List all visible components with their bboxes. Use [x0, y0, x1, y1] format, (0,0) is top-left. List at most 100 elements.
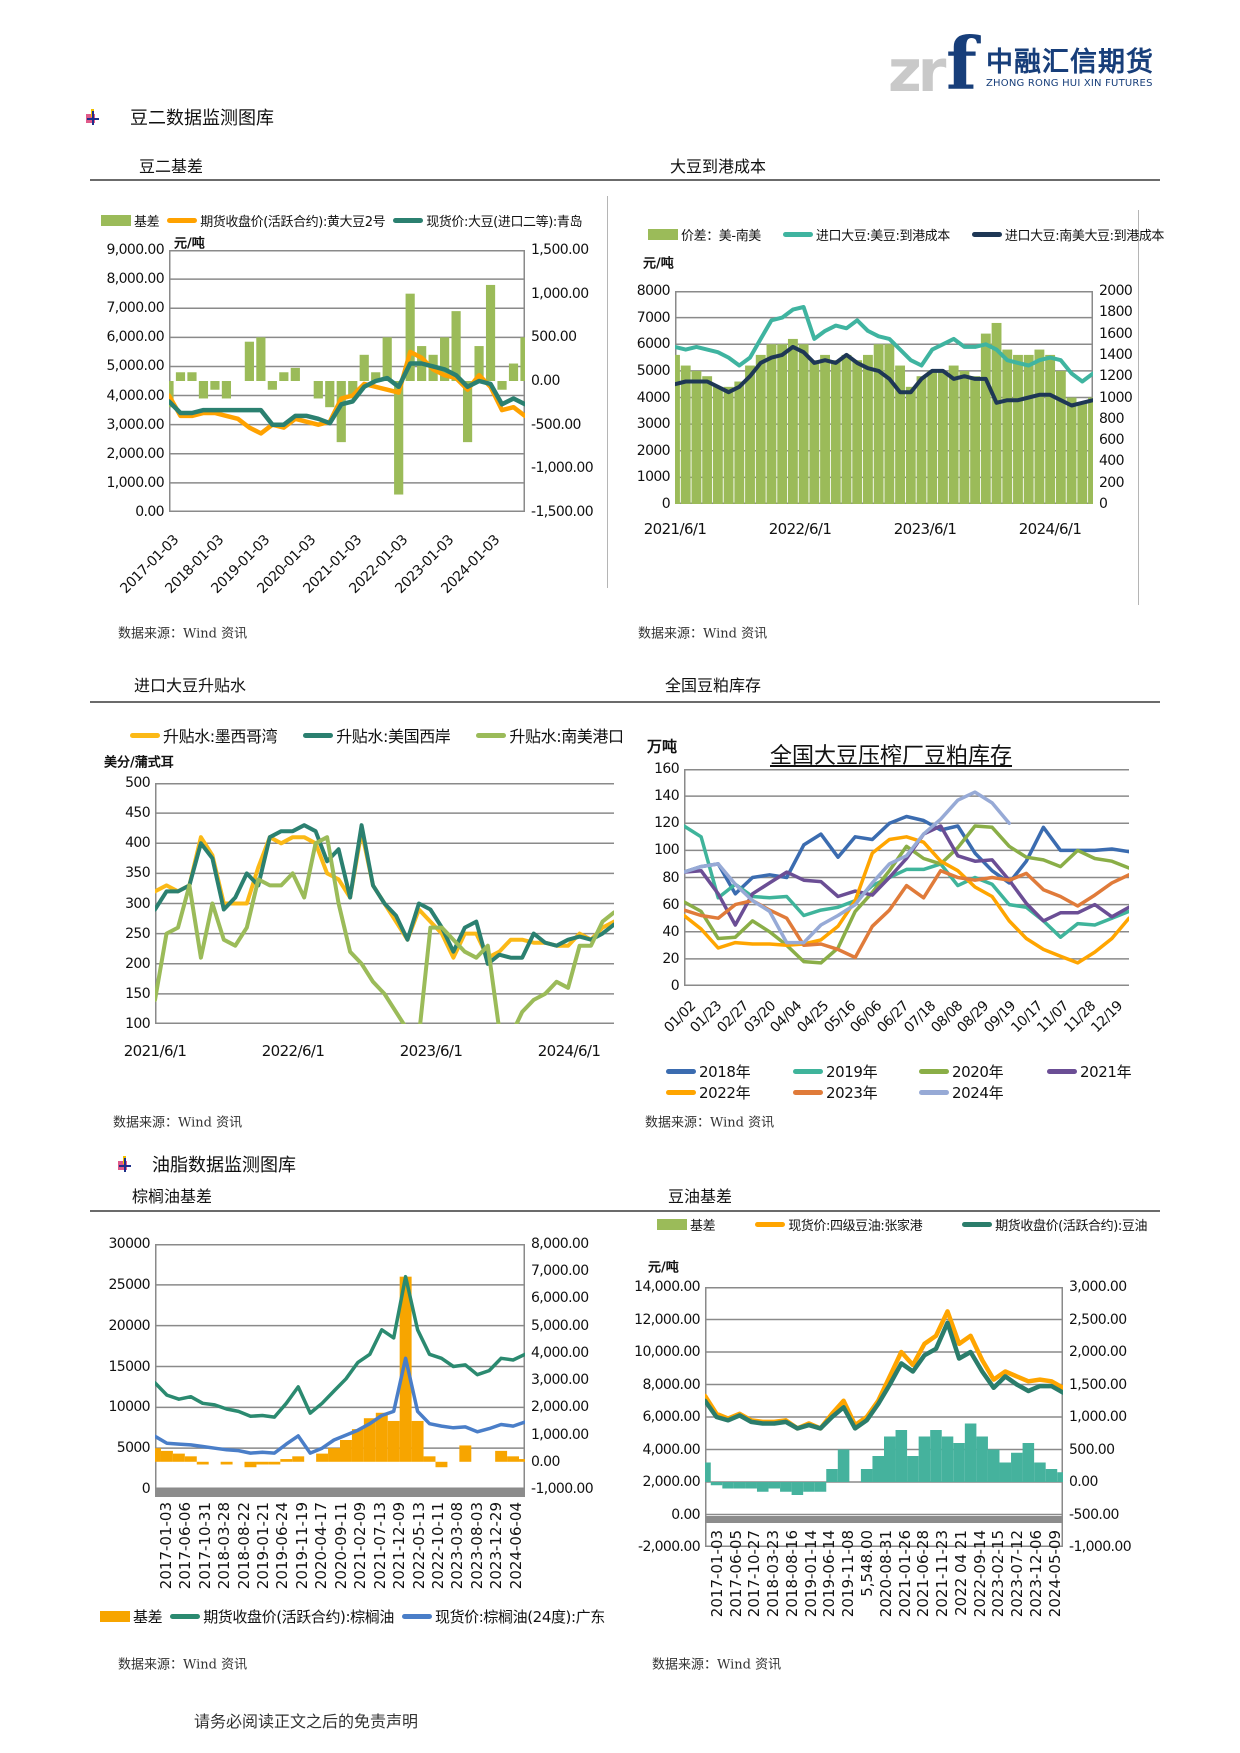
y-tick-label: 4000 [636, 389, 671, 406]
soybean2-basis-s0-bar [440, 337, 450, 381]
panel-title-soybean2-basis: 豆二基差 [139, 157, 204, 176]
legend-label: 进口大豆:美豆:到港成本 [815, 229, 950, 244]
category-axis-band [155, 1489, 525, 1497]
arrival-cost-s0-bar [1045, 354, 1056, 504]
x-tick-label: 2017-01-03 [708, 1530, 726, 1618]
y-tick-label-right: 0.00 [531, 373, 560, 389]
legend-label: 期货收盘价(活跃合约):棕榈油 [203, 1608, 394, 1626]
meal-inventory-s2-line [684, 824, 1129, 965]
y-tick-label-right: 200 [1099, 474, 1125, 491]
x-tick-label: 2023-07-12 [1008, 1530, 1027, 1618]
x-tick-label: 2021-01-26 [895, 1530, 914, 1618]
logo-english-name: ZHONG RONG HUI XIN FUTURES [986, 78, 1153, 89]
arrival-cost-s0-bar [1002, 349, 1013, 504]
panel-title-palm-basis: 棕榈油基差 [132, 1187, 213, 1206]
x-tick-label: 2021/6/1 [123, 1042, 187, 1060]
x-tick-label: 2022/6/1 [768, 520, 832, 538]
y-tick-label: 15000 [108, 1358, 150, 1375]
legend-label: 期货收盘价(活跃合约):黄大豆2号 [200, 215, 386, 230]
arrival-cost-s0-bar [787, 338, 798, 504]
y-tick-label: 9,000.00 [106, 242, 164, 258]
legend-label: 2024年 [952, 1084, 1004, 1102]
y-tick-label: 140 [654, 788, 680, 805]
y-tick-label: 0 [670, 978, 680, 994]
meal-inventory-s4-line [684, 835, 1129, 965]
legend: 2018年 [666, 1061, 758, 1082]
chart-frame-border [607, 196, 608, 588]
x-tick-label: 2023-08-03 [468, 1502, 487, 1590]
legend-item: 基差 [101, 211, 160, 230]
y-tick-label: 350 [125, 865, 151, 882]
soybean2-basis-s0-bar [474, 346, 484, 381]
y-tick-label: 6,000.00 [106, 329, 164, 346]
legend-line-swatch [755, 1222, 786, 1227]
data-source: 数据来源：Wind 资讯 [118, 626, 248, 642]
y-tick-label-right: 1,500.00 [1069, 1376, 1127, 1393]
y-unit-label: 元/吨 [643, 256, 674, 272]
arrival-cost-s0-bar [1077, 402, 1088, 504]
y-tick-label-right: 800 [1099, 410, 1125, 427]
y-tick-label-right: 3,000.00 [1069, 1279, 1127, 1295]
soyoil-basis-s0-bar [895, 1430, 908, 1482]
legend-item: 期货收盘价(活跃合约):黄大豆2号 [167, 211, 386, 230]
palm-basis-s0-bar [155, 1448, 161, 1462]
y-tick-label-right: 500.00 [531, 329, 577, 346]
y-tick-label-right: -500.00 [531, 416, 581, 433]
y-tick-label: 10000 [108, 1399, 150, 1416]
x-tick-label: 2021/6/1 [643, 520, 707, 538]
palm-basis-s0-bar [387, 1420, 400, 1462]
arrival-cost-s0-bar [905, 386, 916, 504]
soyoil-basis-s0-bar [1034, 1462, 1046, 1482]
x-tick-label: 2019-06-24 [273, 1502, 292, 1590]
meal-inventory-chart [684, 769, 1129, 986]
legend-label: 升贴水:南美港口 [509, 727, 624, 746]
palm-basis-s0-bar [411, 1420, 424, 1462]
soyoil-basis-s0-bar [987, 1449, 1000, 1482]
y-tick-label: 8,000.00 [106, 271, 164, 288]
arrival-cost-s0-bar [980, 333, 991, 504]
y-tick-label: 10,000.00 [634, 1344, 700, 1360]
legend-line-swatch [401, 1614, 432, 1619]
legend-item: 升贴水:墨西哥湾 [130, 723, 278, 747]
soyoil-basis-s0-bar [791, 1482, 804, 1495]
palm-basis-s0-bar [423, 1456, 436, 1462]
y-tick-label-right: 8,000.00 [531, 1236, 589, 1252]
palm-basis-s1-line [155, 1274, 525, 1419]
section-title-oils: 油脂数据监测图库 [152, 1155, 296, 1176]
soyoil-basis-s0-bar [780, 1482, 792, 1492]
palm-basis-s0-bar [316, 1453, 329, 1462]
palm-basis-s0-bar [399, 1276, 412, 1462]
soybean2-basis-chart [169, 250, 525, 512]
soyoil-basis-s0-bar [1057, 1472, 1063, 1482]
legend: 基差 期货收盘价(活跃合约):黄大豆2号 现货价:大豆(进口二等):青岛 [101, 211, 590, 230]
soybean2-basis-s0-bar [169, 381, 174, 408]
legend: 2024年 [919, 1082, 1011, 1103]
x-tick-label: 2023-02-15 [989, 1530, 1008, 1618]
legend-item: 进口大豆:美豆:到港成本 [782, 225, 950, 244]
soybean2-basis-s0-bar [394, 381, 404, 495]
y-tick-label: 4,000.00 [106, 387, 164, 404]
y-tick-label: 12,000.00 [634, 1311, 700, 1328]
palm-basis-s0-bar [459, 1445, 472, 1462]
arrival-cost-s0-bar [830, 360, 841, 504]
soyoil-basis-s0-bar [733, 1482, 746, 1489]
divider [90, 1210, 1160, 1212]
arrival-cost-s0-bar [745, 365, 755, 504]
soybean2-basis-s0-bar [451, 311, 461, 381]
soybean2-basis-s0-bar [187, 372, 197, 381]
y-tick-label: 2,000.00 [642, 1474, 700, 1490]
meal-inventory-s1-line [684, 824, 1129, 939]
y-tick-label-right: -1,000.00 [531, 460, 594, 477]
palm-basis-s0-bar [268, 1461, 281, 1465]
y-tick-label-right: -1,500.00 [531, 504, 594, 520]
soyoil-basis-s0-bar [722, 1482, 734, 1489]
soybean2-basis-s0-bar [359, 354, 369, 381]
legend: 2019年 [793, 1061, 885, 1082]
soyoil-basis-s0-bar [756, 1482, 769, 1492]
divider [90, 179, 1160, 181]
legend-item: 2022年 [666, 1082, 751, 1103]
legend: 2023年 [793, 1082, 885, 1103]
arrival-cost-s0-bar [766, 344, 777, 504]
x-tick-label: 2019-01-21 [254, 1502, 273, 1590]
y-tick-label: 30000 [108, 1236, 150, 1252]
